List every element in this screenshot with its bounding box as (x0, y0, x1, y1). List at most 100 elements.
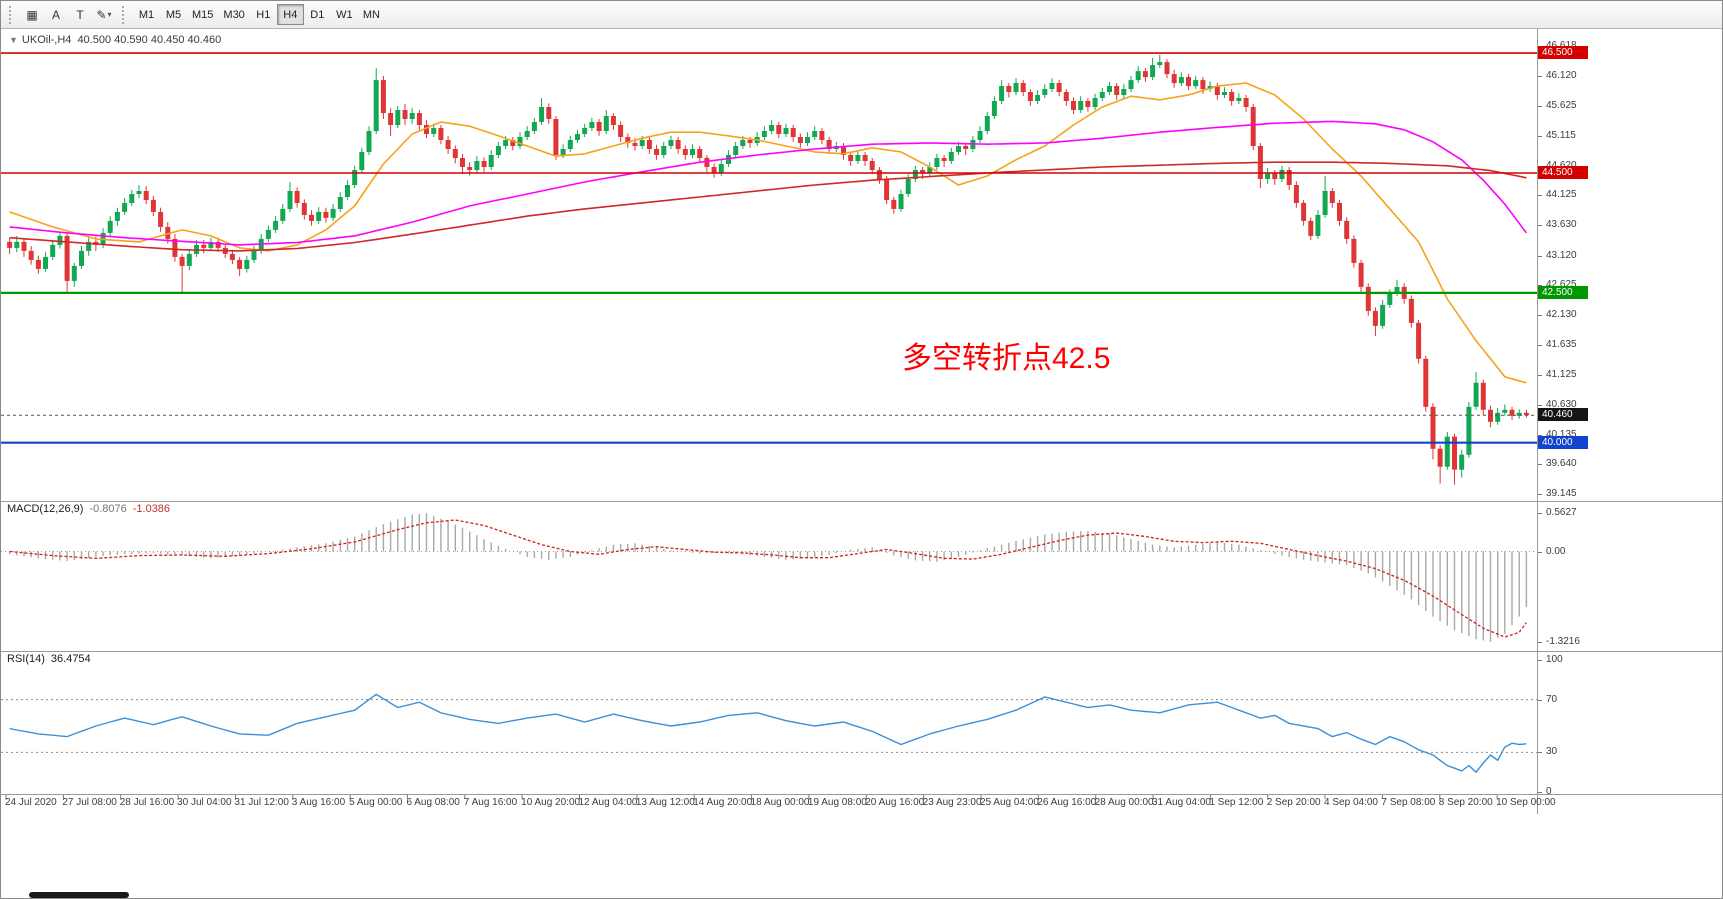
price-axis-label: 41.635 (1546, 338, 1577, 350)
rsi-axis-label: 100 (1546, 654, 1563, 665)
crosshair-tool-icon[interactable]: ▦ (20, 4, 44, 26)
chart-annotation-text[interactable]: 多空转折点42.5 (902, 342, 1111, 375)
rsi-axis-label: 70 (1546, 693, 1558, 705)
macd-name: MACD(12,26,9) (7, 503, 84, 515)
axis-tick (1538, 513, 1542, 514)
axis-tick (1538, 136, 1542, 138)
macd-signal-value: -1.0386 (132, 503, 171, 515)
timeframe-m30-button[interactable]: M30 (223, 8, 245, 21)
timeframe-mn-button[interactable]: MN (362, 8, 380, 21)
timeframe-toolbar-grip[interactable] (122, 5, 127, 24)
rsi-value: 36.4754 (50, 653, 91, 665)
axis-tick (1538, 464, 1542, 466)
time-label: 26 Aug 16:00 (1037, 797, 1097, 808)
macd-indicator-label: MACD(12,26,9) -0.8076 -1.0386 (7, 503, 176, 515)
time-label: 19 Aug 08:00 (807, 797, 867, 808)
time-axis-separator (1, 794, 1722, 795)
timeframe-h4-button[interactable]: H4 (276, 4, 304, 25)
level-price-badge-46.500: 46.500 (1538, 46, 1588, 60)
time-label: 4 Sep 04:00 (1324, 797, 1378, 808)
time-label: 28 Jul 16:00 (119, 797, 175, 808)
time-label: 13 Aug 12:00 (635, 797, 695, 808)
drawing-tools-group: ▦ A T ✎ ▾ (20, 4, 116, 26)
axis-tick (1538, 642, 1542, 643)
axis-tick (1538, 551, 1542, 553)
macd-axis-label: 0.5627 (1546, 507, 1577, 518)
text-tool-button-glyph: T (76, 7, 84, 22)
price-axis-label: 44.620 (1546, 160, 1577, 171)
horizontal-scrollbar-thumb[interactable] (29, 892, 129, 898)
rsi-line (9, 693, 1527, 774)
time-label: 3 Aug 16:00 (291, 797, 346, 808)
macd-axis-label: 0.00 (1546, 545, 1566, 557)
price-axis[interactable]: 46.618 46.120 45.625 45.115 44.620 44.125 43.6… (1538, 29, 1722, 814)
price-axis-label: 39.640 (1546, 458, 1577, 470)
text-tool-button[interactable]: T (68, 4, 92, 26)
axis-tick (1538, 225, 1542, 227)
time-label: 2 Sep 20:00 (1266, 797, 1321, 808)
macd-axis-label: -1.3216 (1546, 636, 1580, 647)
time-label: 1 Sep 12:00 (1209, 797, 1264, 808)
price-axis-label: 42.130 (1546, 309, 1577, 321)
rsi-axis-label: 30 (1546, 746, 1558, 758)
rsi-panel-separator[interactable] (1, 651, 1722, 652)
price-axis-label: 42.625 (1546, 279, 1577, 290)
ma-mid-line (9, 120, 1528, 246)
axis-tick (1538, 792, 1542, 793)
price-axis-label: 40.135 (1546, 428, 1577, 440)
dropdown-chevron-icon: ▾ (107, 10, 112, 19)
arrow-label-tool-button-glyph: A (51, 7, 60, 22)
price-axis-label: 46.120 (1546, 69, 1577, 81)
timeframe-h1-button[interactable]: H1 (256, 8, 271, 21)
current-price-badge: 40.460 (1538, 408, 1588, 422)
time-axis[interactable]: 24 Jul 2020 27 Jul 08:00 28 Jul 16:00 30 Ju… (1, 797, 1556, 813)
rsi-indicator-label: RSI(14) 36.4754 (7, 653, 97, 665)
ohlc-values: 40.500 40.590 40.450 40.460 (77, 34, 222, 46)
price-axis-label: 40.630 (1546, 398, 1577, 410)
timeframe-buttons-group: M1 M5 M15 M30 H1 H4 D1 W1 MN (133, 4, 385, 25)
price-axis-label: 45.625 (1546, 99, 1577, 111)
toolbar-grip[interactable] (9, 5, 14, 24)
collapse-arrow-icon[interactable]: ▼ (9, 35, 18, 45)
time-label: 31 Aug 04:00 (1152, 797, 1211, 808)
time-label: 25 Aug 04:00 (979, 797, 1039, 808)
shapes-tool-button[interactable]: ✎ ▾ (92, 4, 116, 26)
timeframe-m5-button[interactable]: M5 (165, 8, 182, 21)
rsi-axis-label: 0 (1546, 786, 1552, 797)
toolbar: ▦ A T ✎ ▾ M1 M5 M15 M30 H1 H4 D1 W1 MN (1, 1, 1722, 29)
time-label: 6 Aug 08:00 (406, 797, 460, 808)
time-label: 18 Aug 00:00 (750, 797, 810, 808)
timeframe-w1-button[interactable]: W1 (336, 8, 353, 21)
axis-tick (1538, 375, 1542, 377)
time-label: 14 Aug 20:00 (693, 797, 753, 808)
arrow-label-tool-button[interactable]: A (44, 4, 68, 26)
price-axis-border (1537, 29, 1538, 814)
macd-panel-separator[interactable] (1, 501, 1722, 502)
time-label: 27 Jul 08:00 (62, 797, 117, 808)
chart-title: ▼ UKOil-,H4 40.500 40.590 40.450 40.460 (9, 34, 221, 46)
time-label: 31 Jul 12:00 (234, 797, 289, 808)
price-axis-label: 43.630 (1546, 219, 1577, 231)
price-axis-label: 43.120 (1546, 249, 1577, 261)
time-label: 7 Sep 08:00 (1381, 797, 1436, 808)
macd-signal-line (9, 519, 1527, 638)
price-axis-label: 46.618 (1546, 40, 1577, 51)
timeframe-m1-button[interactable]: M1 (138, 8, 155, 21)
timeframe-d1-button[interactable]: D1 (310, 8, 325, 21)
timeframe-m15-button[interactable]: M15 (192, 8, 214, 21)
axis-tick (1538, 434, 1542, 436)
axis-tick (1538, 315, 1542, 317)
time-label: 23 Aug 23:00 (922, 797, 982, 808)
chart-plot-area[interactable] (1, 1, 1537, 816)
price-axis-label: 45.115 (1546, 130, 1576, 142)
axis-tick (1538, 344, 1542, 346)
time-label: 24 Jul 2020 (5, 797, 57, 808)
level-price-badge-42.500: 42.500 (1538, 285, 1588, 299)
time-label: 10 Sep 00:00 (1496, 797, 1556, 808)
macd-main-value: -0.8076 (89, 503, 127, 515)
axis-tick (1538, 404, 1542, 406)
level-price-badge-40.000: 40.000 (1538, 435, 1588, 449)
crosshair-tool-icon-glyph: ▦ (26, 7, 38, 22)
time-label: 30 Jul 04:00 (177, 797, 232, 808)
time-label: 20 Aug 16:00 (865, 797, 925, 808)
